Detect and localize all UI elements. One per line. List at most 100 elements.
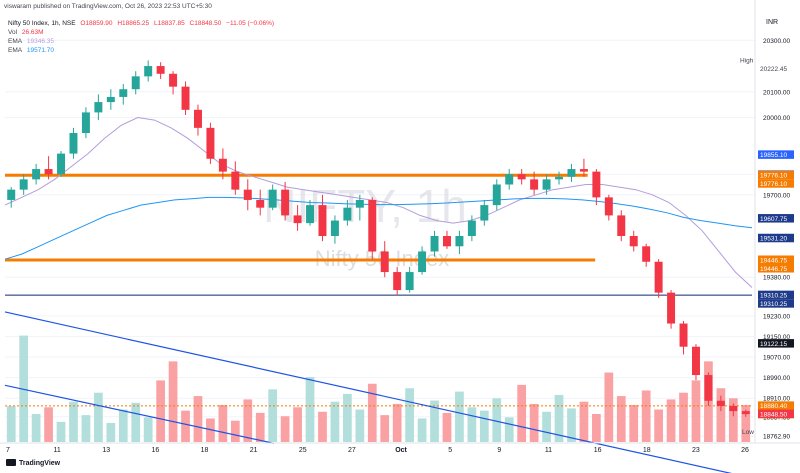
legend-symbol[interactable]: Nifty 50 Index, 1h, NSE	[8, 20, 76, 27]
volume-bar	[654, 409, 663, 442]
trend-line[interactable]	[4, 384, 275, 444]
volume-bar	[592, 414, 601, 442]
price-label-bg	[758, 339, 794, 348]
price-label: 19531.20	[760, 236, 787, 243]
legend-ema1-label[interactable]: EMA	[8, 38, 23, 45]
time-tick-label: 18	[643, 447, 651, 454]
time-tick-label: Oct	[395, 447, 407, 454]
time-tick-label: 16	[152, 447, 160, 454]
horizontal-lines[interactable]	[5, 173, 752, 407]
candle-body	[318, 205, 327, 236]
candle-body	[281, 189, 290, 216]
candle-body	[679, 323, 688, 347]
candle-body	[169, 73, 178, 87]
price-label: Low	[742, 429, 754, 436]
candle-body	[505, 174, 514, 185]
volume-bar	[517, 384, 527, 442]
volume-bar	[230, 420, 240, 442]
candle-body	[430, 236, 439, 252]
price-label: 19776.10	[760, 181, 787, 188]
price-label-bg	[758, 290, 794, 300]
candle-body	[206, 127, 215, 159]
candle-body	[592, 171, 601, 198]
time-tick-label: 11	[53, 447, 60, 454]
candle-body	[418, 251, 427, 273]
candle-body	[193, 109, 202, 128]
candle-body	[343, 207, 352, 221]
volume-bar	[679, 392, 688, 442]
volume-bar	[206, 418, 215, 442]
candles	[7, 60, 750, 417]
candle-body	[555, 176, 564, 180]
time-tick-label: 16	[594, 447, 602, 454]
volume-bar	[343, 393, 352, 442]
candle-body	[32, 169, 41, 180]
time-axis[interactable]: 7 11 13 16 18 21 25 27 Oct 5 9 11 16 18 23 26	[6, 447, 749, 454]
price-tick-label: 20100.00	[763, 89, 790, 96]
volume-bar	[69, 401, 78, 442]
price-label-bg	[758, 170, 794, 180]
candle-body	[741, 411, 750, 415]
volume-bar	[168, 361, 178, 442]
volume-bar	[604, 372, 614, 442]
price-tick-label: 19070.00	[763, 355, 790, 362]
ema-lines	[4, 116, 753, 288]
candle-body	[293, 215, 302, 224]
time-tick-label: 23	[692, 447, 700, 454]
grid	[5, 39, 755, 437]
publisher-line: viswaram published on TradingView.com, O…	[4, 3, 212, 10]
candle-body	[330, 220, 339, 236]
price-tick-label: 18762.90	[763, 434, 790, 441]
price-label-bg	[758, 401, 794, 410]
volume-bar	[318, 411, 327, 442]
candle-body	[691, 346, 700, 376]
price-label-bg	[758, 264, 794, 273]
candle-body	[455, 236, 464, 247]
price-tick-label: 19700.00	[763, 192, 790, 199]
volume-bar	[479, 410, 489, 442]
legend-ema2-label[interactable]: EMA	[8, 47, 23, 54]
price-label: 18848.50	[760, 411, 787, 418]
price-label-bg	[758, 214, 794, 223]
time-tick-label: 18	[201, 447, 209, 454]
candle-body	[19, 179, 28, 190]
legend-vol-row: Vol 26.63M	[8, 28, 277, 37]
candle-body	[380, 251, 389, 273]
price-label: 20222.45	[760, 66, 787, 73]
price-label: 19310.25	[760, 292, 787, 299]
currency-label: INR	[766, 19, 778, 26]
trend-line[interactable]	[4, 311, 752, 473]
volume-bar	[666, 399, 676, 442]
candle-body	[542, 179, 551, 190]
candle-body	[268, 189, 277, 208]
price-label-bg	[758, 255, 794, 265]
time-tick-label: 5	[448, 447, 452, 454]
price-tick-label: 20300.00	[763, 38, 790, 45]
candle-body	[530, 179, 539, 190]
volume-bar	[31, 414, 41, 442]
volume-bar	[741, 405, 751, 442]
price-tick-label: 18910.00	[763, 396, 790, 403]
candle-body	[517, 174, 526, 180]
candle-body	[368, 199, 377, 252]
candle-body	[7, 189, 16, 200]
price-label: 19122.15	[760, 341, 787, 348]
legend: Nifty 50 Index, 1h, NSE O18859.90 H18865…	[8, 19, 277, 55]
price-label-bg	[758, 233, 794, 243]
volume-bar	[529, 403, 539, 442]
footer-logo[interactable]: TradingView	[6, 459, 60, 467]
candle-body	[106, 96, 115, 103]
candle-body	[81, 112, 90, 133]
legend-vol-label[interactable]: Vol	[8, 29, 18, 36]
trend-lines[interactable]	[4, 311, 752, 473]
legend-change: −11.05 (−0.06%)	[226, 20, 275, 27]
time-tick-label: 21	[250, 447, 258, 454]
legend-open: O18859.90	[80, 20, 113, 27]
price-label: 19855.10	[760, 152, 787, 159]
price-tick-label: 19380.00	[763, 275, 790, 282]
volume-bar	[255, 412, 265, 442]
price-label-bg	[758, 409, 794, 419]
legend-symbol-row: Nifty 50 Index, 1h, NSE O18859.90 H18865…	[8, 19, 277, 28]
time-tick-label: 26	[741, 447, 749, 454]
